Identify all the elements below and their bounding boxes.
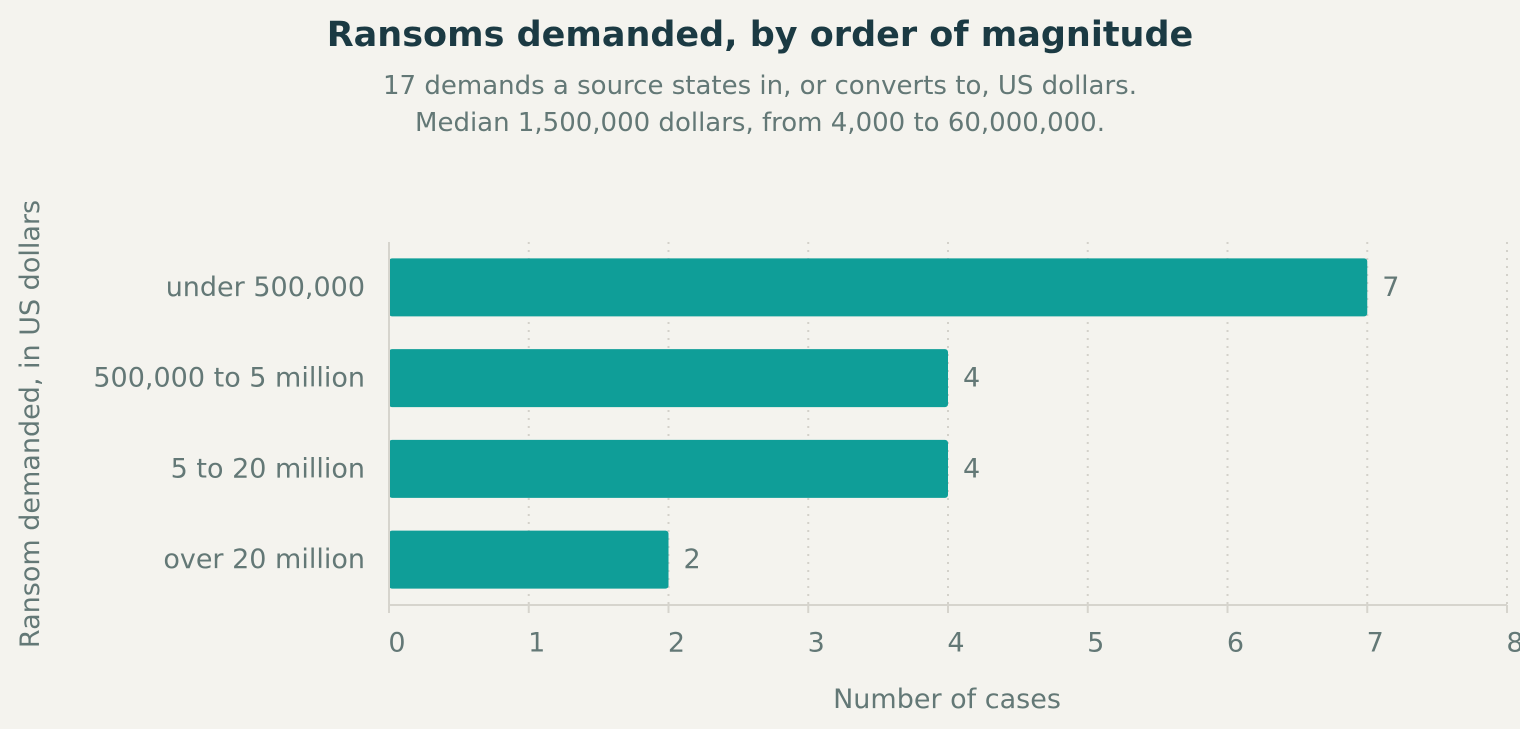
category-label: over 20 million: [163, 544, 365, 575]
category-labels: under 500,000 500,000 to 5 million 5 to 20…: [93, 272, 365, 575]
value-label: 2: [684, 544, 701, 575]
x-tick-label: 6: [1227, 628, 1244, 659]
chart-title: Ransoms demanded, by order of magnitude: [327, 15, 1194, 55]
y-axis-title: Ransom demanded, in US dollars: [15, 200, 46, 648]
x-axis-title: Number of cases: [833, 684, 1061, 715]
axes: [388, 242, 1508, 613]
value-label: 4: [963, 453, 980, 484]
x-tick-label: 8: [1506, 628, 1520, 659]
category-label: under 500,000: [166, 272, 365, 303]
x-tick-label: 2: [668, 628, 685, 659]
value-label: 4: [963, 363, 980, 394]
bar: [389, 439, 948, 498]
bar: [389, 349, 948, 408]
bar: [389, 258, 1368, 317]
value-labels: 7 4 4 2: [684, 272, 1400, 575]
chart-subtitle-line-2: Median 1,500,000 dollars, from 4,000 to …: [415, 108, 1105, 138]
bar: [389, 530, 669, 589]
x-tick-label: 7: [1367, 628, 1384, 659]
category-label: 500,000 to 5 million: [93, 363, 365, 394]
value-label: 7: [1382, 272, 1399, 303]
chart-subtitle-line-1: 17 demands a source states in, or conver…: [383, 71, 1137, 101]
bars: [389, 258, 1368, 589]
x-tick-label: 3: [808, 628, 825, 659]
x-tick-label: 4: [947, 628, 964, 659]
x-tick-label: 1: [528, 628, 545, 659]
category-label: 5 to 20 million: [171, 453, 365, 484]
x-tick-label: 5: [1087, 628, 1104, 659]
x-tick-label: 0: [388, 628, 405, 659]
x-tick-labels: 0 1 2 3 4 5 6 7 8: [388, 628, 1520, 659]
